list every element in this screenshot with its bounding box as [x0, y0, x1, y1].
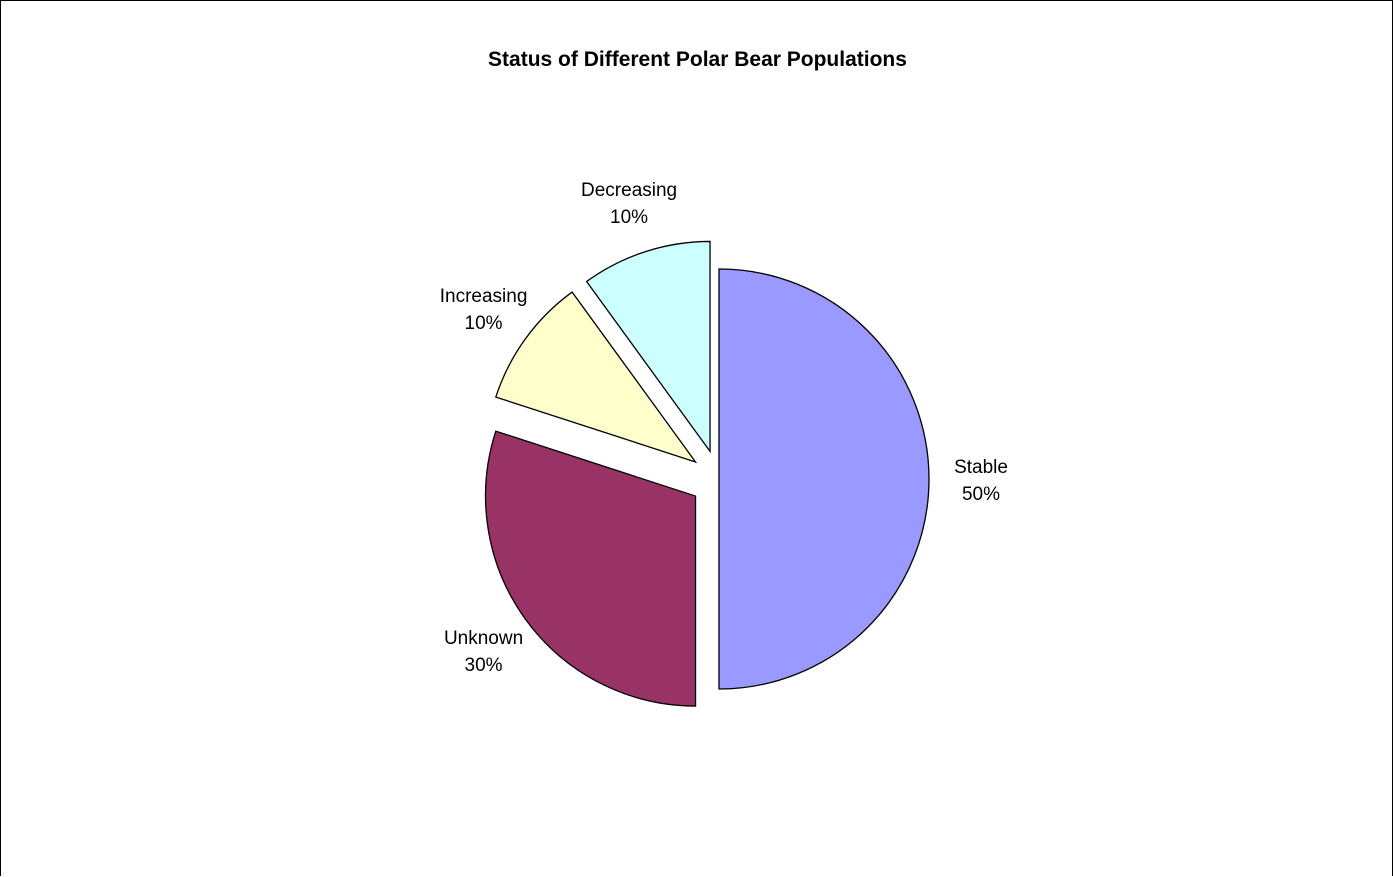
slice-label-name: Unknown — [444, 628, 523, 649]
slice-label-value: 10% — [610, 207, 648, 228]
pie-slice-decreasing — [585, 240, 711, 454]
pie-slice-unknown — [484, 430, 697, 707]
slice-label-name: Increasing — [440, 286, 528, 307]
slice-label-name: Decreasing — [581, 180, 677, 201]
slice-label-unknown: Unknown 30% — [444, 628, 523, 676]
pie-labels: Stable 50%Unknown 30%Increasing 10%Decreasi… — [440, 180, 1008, 676]
slice-label-stable: Stable 50% — [954, 457, 1008, 505]
chart-title: Status of Different Polar Bear Populatio… — [488, 48, 907, 71]
slice-label-value: 50% — [962, 484, 1000, 505]
slice-label-increasing: Increasing 10% — [440, 286, 528, 334]
pie-slice-increasing — [494, 291, 698, 464]
pie-slices — [484, 240, 930, 707]
slice-label-name: Stable — [954, 457, 1008, 478]
slice-label-decreasing: Decreasing 10% — [581, 180, 677, 228]
slice-label-value: 30% — [465, 655, 503, 676]
pie-slice-stable — [718, 268, 930, 690]
slice-label-value: 10% — [465, 313, 503, 334]
